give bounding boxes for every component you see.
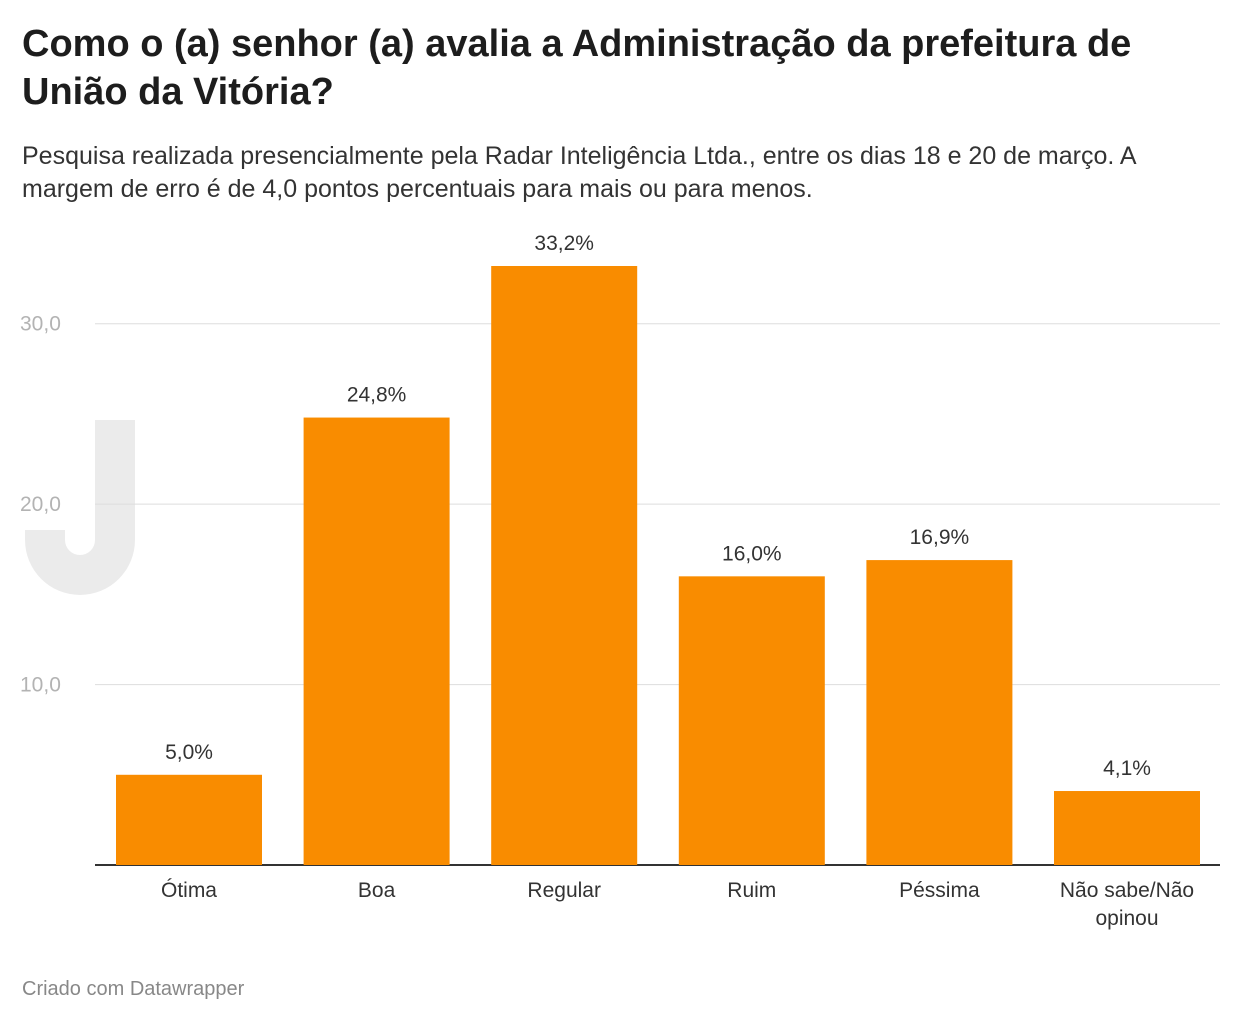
category-label-line: Regular <box>527 879 601 902</box>
bar <box>866 560 1013 865</box>
gridlines: 10,0 20,0 30,0 <box>20 313 1220 866</box>
category-label: Ruim <box>727 879 776 902</box>
category-label-line: Não sabe/Não <box>1060 879 1194 902</box>
y-tick-label: 30,0 <box>20 313 61 336</box>
value-label: 5,0% <box>165 741 213 764</box>
chart-title: Como o (a) senhor (a) avalia a Administr… <box>22 23 1132 113</box>
value-label: 4,1% <box>1103 757 1151 780</box>
category-label-line: Ruim <box>727 879 776 902</box>
category-label: Boa <box>358 879 396 902</box>
category-label: Regular <box>527 879 601 902</box>
value-label: 16,0% <box>722 542 782 565</box>
category-label-line: Boa <box>358 879 396 902</box>
y-tick-label: 20,0 <box>20 493 61 516</box>
value-label: 33,2% <box>534 232 594 255</box>
value-label: 16,9% <box>910 526 970 549</box>
category-label: Péssima <box>899 879 980 902</box>
value-label: 24,8% <box>347 384 407 407</box>
category-label-line: Ótima <box>161 879 217 902</box>
category-label-line: opinou <box>1095 907 1158 930</box>
bar <box>116 774 262 865</box>
category-label: Não sabe/Não opinou <box>1060 879 1194 930</box>
bar <box>1054 791 1200 865</box>
credit-text: Criado com Datawrapper <box>22 978 245 1000</box>
category-label-line: Péssima <box>899 879 980 902</box>
labels: 5,0% Ótima 24,8% Boa 33,2% Regular 16,0% Ruim 16… <box>161 232 1194 930</box>
category-label: Ótima <box>161 879 217 902</box>
bars <box>116 266 1200 865</box>
bar <box>678 576 825 865</box>
bar <box>491 266 638 865</box>
watermark-logo <box>25 420 135 595</box>
y-tick-label: 10,0 <box>20 674 61 697</box>
chart-subtitle: Pesquisa realizada presencialmente pela … <box>22 142 1136 203</box>
bar <box>303 417 450 865</box>
bar-chart: 10,0 20,0 30,0 5,0% Ótima 24,8% Boa 33,2% Regul… <box>20 232 1220 930</box>
